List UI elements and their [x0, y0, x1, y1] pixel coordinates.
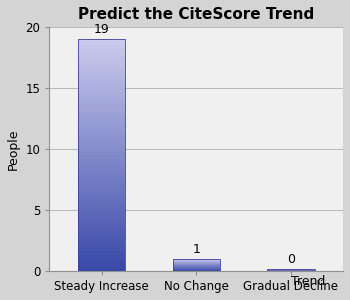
- Bar: [78, 205, 125, 207]
- Text: 0: 0: [287, 253, 295, 266]
- Bar: [78, 236, 125, 239]
- Bar: [78, 74, 125, 77]
- Bar: [78, 98, 125, 100]
- Bar: [78, 40, 125, 271]
- Bar: [78, 60, 125, 63]
- Bar: [78, 245, 125, 248]
- Bar: [78, 239, 125, 242]
- Bar: [78, 222, 125, 225]
- Bar: [78, 193, 125, 196]
- Bar: [78, 207, 125, 210]
- Bar: [78, 92, 125, 94]
- Bar: [78, 164, 125, 167]
- Bar: [78, 77, 125, 80]
- Bar: [78, 129, 125, 132]
- Bar: [78, 254, 125, 256]
- Bar: [78, 89, 125, 92]
- Bar: [78, 155, 125, 158]
- Bar: [78, 65, 125, 68]
- Bar: [78, 230, 125, 233]
- Bar: [78, 251, 125, 254]
- Bar: [78, 176, 125, 178]
- Bar: [78, 147, 125, 149]
- Bar: [78, 48, 125, 51]
- Bar: [78, 118, 125, 121]
- Bar: [78, 94, 125, 98]
- Bar: [78, 144, 125, 147]
- Bar: [78, 115, 125, 118]
- Bar: [78, 265, 125, 268]
- Bar: [78, 196, 125, 199]
- Text: 19: 19: [94, 23, 110, 36]
- Bar: [78, 57, 125, 60]
- Bar: [78, 228, 125, 230]
- Bar: [78, 54, 125, 57]
- Bar: [78, 149, 125, 152]
- Bar: [78, 100, 125, 103]
- Bar: [78, 170, 125, 172]
- Bar: [78, 184, 125, 187]
- Text: Trend: Trend: [291, 275, 326, 288]
- Bar: [78, 262, 125, 265]
- Bar: [78, 68, 125, 71]
- Bar: [78, 256, 125, 260]
- Bar: [78, 260, 125, 262]
- Bar: [78, 199, 125, 202]
- Bar: [78, 132, 125, 135]
- Bar: [78, 141, 125, 144]
- Bar: [78, 42, 125, 45]
- Bar: [78, 213, 125, 216]
- Bar: [78, 172, 125, 176]
- Bar: [78, 190, 125, 193]
- Bar: [78, 80, 125, 83]
- Text: 1: 1: [192, 243, 200, 256]
- Bar: [78, 138, 125, 141]
- Bar: [78, 167, 125, 170]
- Bar: [78, 152, 125, 155]
- Bar: [78, 86, 125, 89]
- Bar: [78, 71, 125, 74]
- Bar: [78, 178, 125, 181]
- Bar: [78, 225, 125, 228]
- Bar: [78, 233, 125, 236]
- Bar: [78, 126, 125, 129]
- Bar: [78, 121, 125, 123]
- Bar: [267, 269, 315, 271]
- Bar: [78, 123, 125, 126]
- Bar: [78, 63, 125, 65]
- Bar: [78, 109, 125, 112]
- Bar: [78, 103, 125, 106]
- Bar: [78, 158, 125, 161]
- Bar: [78, 187, 125, 190]
- Bar: [78, 219, 125, 222]
- Bar: [78, 45, 125, 48]
- Bar: [78, 51, 125, 54]
- Bar: [78, 135, 125, 138]
- Bar: [78, 242, 125, 245]
- Bar: [78, 40, 125, 42]
- Bar: [78, 106, 125, 109]
- Bar: [78, 202, 125, 205]
- Bar: [78, 112, 125, 115]
- Bar: [78, 216, 125, 219]
- Bar: [78, 248, 125, 251]
- Title: Predict the CiteScore Trend: Predict the CiteScore Trend: [78, 7, 314, 22]
- Bar: [78, 181, 125, 184]
- Y-axis label: People: People: [7, 128, 20, 170]
- Bar: [78, 161, 125, 164]
- Bar: [78, 210, 125, 213]
- Bar: [78, 268, 125, 271]
- Bar: [78, 83, 125, 86]
- Bar: [173, 259, 220, 271]
